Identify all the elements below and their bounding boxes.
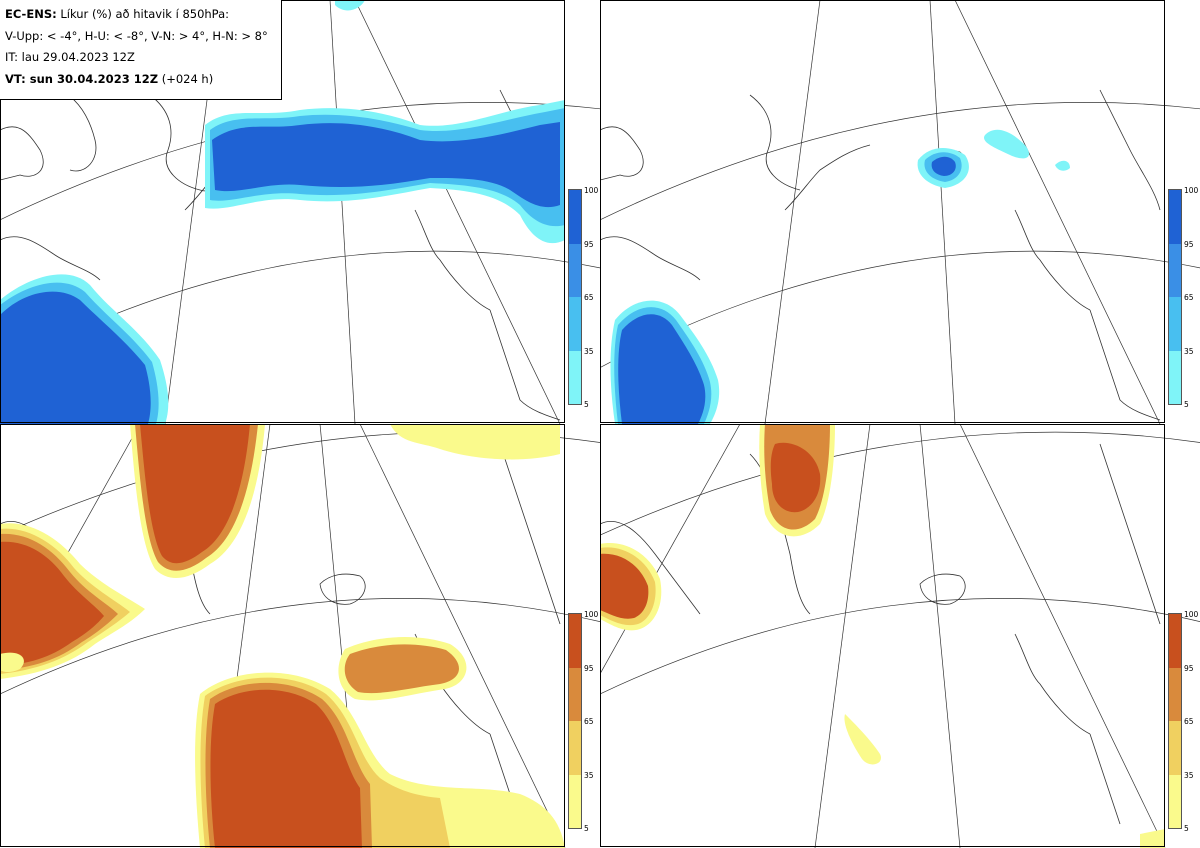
probability-shading-warm-upper xyxy=(0,424,566,848)
lead-time: (+024 h) xyxy=(161,71,214,86)
probability-shading-warm-strong xyxy=(600,424,1165,848)
colorbar-segment xyxy=(1169,190,1181,244)
colorbar-segment xyxy=(1169,667,1181,721)
issue-time: IT: lau 29.04.2023 12Z xyxy=(5,50,135,64)
colorbar-segment xyxy=(569,614,581,668)
colorbar-segment xyxy=(569,721,581,775)
colorbar-segment xyxy=(569,774,581,828)
colorbar-segment xyxy=(1169,350,1181,404)
colorbar-orange: 100 95 65 35 5 xyxy=(1168,610,1198,833)
panel-top-right: 100 95 65 35 5 xyxy=(600,0,1200,424)
colorbar-tick-label: 65 xyxy=(1184,717,1194,726)
title-box: EC-ENS: Líkur (%) að hitavik í 850hPa: V… xyxy=(0,0,282,100)
colorbar-tick-label: 100 xyxy=(584,186,599,195)
colorbar-tick-label: 100 xyxy=(1184,610,1199,619)
colorbar-tick-label: 95 xyxy=(584,239,594,249)
colorbar-tick-label: 95 xyxy=(584,663,594,673)
colorbar-segment xyxy=(1169,243,1181,297)
colorbar-tick-label: 65 xyxy=(584,717,594,726)
colorbar-orange: 100 95 65 35 5 xyxy=(568,610,598,833)
panel-bottom-left: 100 95 65 35 5 xyxy=(0,424,600,848)
colorbar-tick-label: 35 xyxy=(1184,346,1194,356)
colorbar-tick-label: 5 xyxy=(1184,400,1189,409)
colorbar-tick-label: 65 xyxy=(584,293,594,302)
colorbar-tick-label: 100 xyxy=(584,610,599,619)
colorbar-tick-label: 65 xyxy=(1184,293,1194,302)
colorbar-tick-label: 35 xyxy=(1184,770,1194,780)
colorbar-segment xyxy=(1169,614,1181,668)
colorbar-segment xyxy=(569,243,581,297)
colorbar-segment xyxy=(569,190,581,244)
valid-time: VT: sun 30.04.2023 12Z xyxy=(5,71,159,86)
title-description: Líkur (%) að hitavik í 850hPa: xyxy=(60,7,230,21)
colorbar-segment xyxy=(569,350,581,404)
colorbar-blue: 100 95 65 35 5 xyxy=(1168,186,1198,409)
colorbar-tick-label: 100 xyxy=(1184,186,1199,195)
colorbar-tick-label: 95 xyxy=(1184,663,1194,673)
panel-bottom-right: 100 95 65 35 5 xyxy=(600,424,1200,848)
colorbar-tick-label: 5 xyxy=(1184,824,1189,833)
probability-shading-cold-strong xyxy=(610,129,1070,424)
colorbar-tick-label: 5 xyxy=(584,824,589,833)
colorbar-blue: 100 95 65 35 5 xyxy=(568,186,598,409)
panel-top-left: EC-ENS: Líkur (%) að hitavik í 850hPa: V… xyxy=(0,0,600,424)
probability-shading-cold-upper xyxy=(0,0,565,424)
colorbar-segment xyxy=(569,667,581,721)
colorbar-segment xyxy=(1169,721,1181,775)
model-label: EC-ENS: xyxy=(5,7,57,21)
colorbar-segment xyxy=(569,297,581,351)
colorbar-segment xyxy=(1169,774,1181,828)
colorbar-tick-label: 95 xyxy=(1184,239,1194,249)
colorbar-tick-label: 35 xyxy=(584,770,594,780)
threshold-line: V-Upp: < -4°, H-U: < -8°, V-N: > 4°, H-N… xyxy=(5,28,268,43)
colorbar-segment xyxy=(1169,297,1181,351)
colorbar-tick-label: 35 xyxy=(584,346,594,356)
colorbar-tick-label: 5 xyxy=(584,400,589,409)
